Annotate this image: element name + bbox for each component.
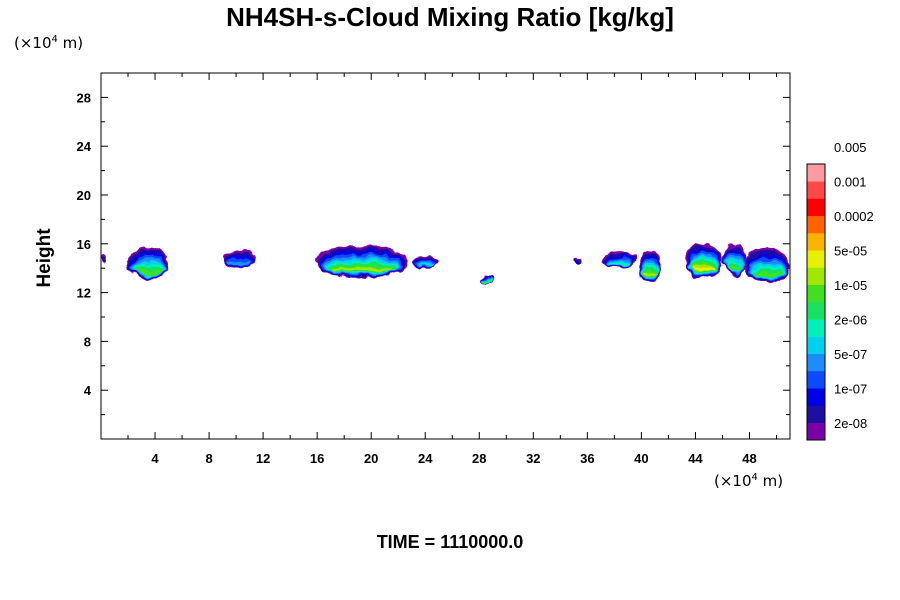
cloud-level bbox=[135, 269, 161, 274]
colorbar-swatch bbox=[807, 181, 825, 199]
cloud-patch bbox=[314, 246, 410, 278]
x-tick-label: 8 bbox=[205, 451, 212, 466]
y-tick-label: 4 bbox=[84, 383, 92, 398]
colorbar-swatch bbox=[807, 388, 825, 406]
colorbar-label: 2e-08 bbox=[834, 416, 867, 431]
colorbar-swatch bbox=[807, 233, 825, 251]
cloud-patch bbox=[684, 243, 723, 278]
cloud-patch bbox=[481, 275, 493, 283]
y-tick-label: 8 bbox=[84, 334, 91, 349]
colorbar-swatch bbox=[807, 353, 825, 372]
cloud-level bbox=[753, 271, 782, 277]
cloud-level bbox=[609, 262, 630, 265]
colorbar-swatch bbox=[807, 336, 825, 355]
colorbar-swatch bbox=[807, 405, 825, 424]
y-tick-label: 28 bbox=[77, 90, 91, 105]
cloud-patch bbox=[414, 256, 439, 269]
cloud-field bbox=[101, 243, 790, 283]
colorbar-label: 1e-05 bbox=[834, 278, 867, 293]
x-tick-label: 28 bbox=[472, 451, 486, 466]
x-tick-label: 44 bbox=[688, 451, 703, 466]
cloud-level bbox=[418, 263, 435, 266]
cloud-patch bbox=[744, 248, 790, 283]
colorbar-swatch bbox=[807, 302, 825, 320]
x-axis: 4 8 12 16 20 24 28 32 36 40 44 48 bbox=[127, 73, 777, 466]
colorbar-swatch bbox=[807, 250, 825, 268]
colorbar-label: 1e-07 bbox=[834, 381, 867, 396]
x-tick-label: 4 bbox=[151, 451, 159, 466]
cloud-level bbox=[692, 267, 715, 272]
y-axis: 4 8 12 16 20 24 28 bbox=[77, 90, 790, 416]
cloud-patch bbox=[638, 249, 662, 283]
colorbar-swatch bbox=[807, 198, 825, 217]
y-tick-label: 16 bbox=[77, 237, 91, 252]
cloud-level bbox=[101, 258, 106, 263]
cloud-level bbox=[643, 272, 658, 277]
colorbar-frame bbox=[806, 163, 826, 441]
y-tick-label: 24 bbox=[77, 139, 92, 154]
colorbar-swatch bbox=[807, 267, 825, 286]
colorbar: 2e-08 1e-07 5e-07 2e-06 1e-05 5e-05 0.0002 0.00… bbox=[806, 140, 874, 441]
cloud-level bbox=[727, 265, 743, 271]
x-tick-label: 20 bbox=[364, 451, 378, 466]
y-tick-label: 20 bbox=[77, 188, 91, 203]
x-tick-label: 12 bbox=[256, 451, 270, 466]
cloud-level bbox=[574, 260, 580, 263]
x-tick-label: 36 bbox=[580, 451, 594, 466]
colorbar-swatch bbox=[807, 371, 825, 389]
plot-frame bbox=[100, 72, 791, 440]
colorbar-label: 0.0002 bbox=[834, 209, 874, 224]
colorbar-swatch bbox=[807, 422, 825, 441]
colorbar-swatch bbox=[807, 164, 825, 182]
x-tick-label: 16 bbox=[310, 451, 324, 466]
colorbar-label: 0.001 bbox=[834, 174, 867, 189]
colorbar-label: 2e-06 bbox=[834, 312, 867, 327]
y-tick-label: 12 bbox=[77, 286, 91, 301]
colorbar-swatch bbox=[807, 284, 825, 303]
cloud-patch bbox=[222, 249, 257, 269]
colorbar-swatch bbox=[807, 215, 825, 234]
cloud-level bbox=[228, 260, 251, 266]
x-axis-unit: (×104 m) bbox=[714, 472, 784, 490]
x-tick-label: 48 bbox=[742, 451, 756, 466]
chart-title: NH4SH-s-Cloud Mixing Ratio [kg/kg] bbox=[226, 2, 674, 32]
x-tick-label: 24 bbox=[418, 451, 433, 466]
cloud-patch bbox=[573, 257, 581, 264]
time-label: TIME = 1110000.0 bbox=[376, 532, 524, 552]
colorbar-swatch bbox=[807, 319, 825, 337]
colorbar-label: 5e-05 bbox=[834, 243, 867, 258]
cloud-patch bbox=[128, 246, 169, 281]
x-tick-label: 32 bbox=[526, 451, 540, 466]
cloud-patch bbox=[722, 243, 747, 277]
cloud-level bbox=[484, 280, 491, 282]
colorbar-label: 0.005 bbox=[834, 140, 867, 155]
cloud-level bbox=[333, 267, 391, 272]
x-tick-label: 40 bbox=[634, 451, 648, 466]
y-axis-label: Height bbox=[34, 228, 55, 288]
y-axis-unit: (×104 m) bbox=[14, 34, 84, 52]
colorbar-label: 5e-07 bbox=[834, 347, 867, 362]
cloud-patch bbox=[101, 256, 107, 264]
cloud-patch bbox=[603, 251, 636, 269]
